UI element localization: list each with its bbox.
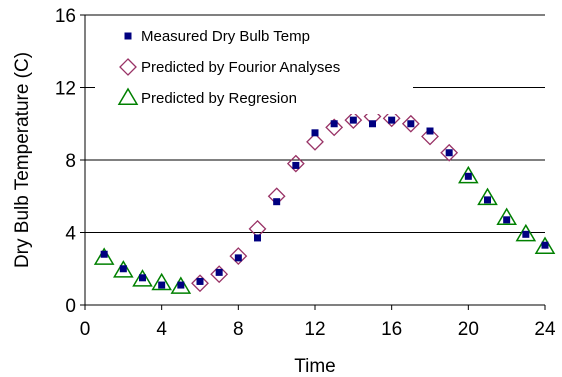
data-point (170, 276, 192, 294)
data-point (484, 196, 491, 204)
x-tick-label: 0 (80, 319, 91, 340)
legend-label: Predicted by Fourior Analyses (141, 59, 340, 76)
data-point (311, 129, 319, 137)
y-tick-label: 8 (65, 151, 76, 172)
legend-box (95, 18, 413, 114)
data-point (440, 143, 459, 162)
data-point (503, 216, 511, 224)
legend-marker (119, 58, 137, 76)
y-tick-labels: 0 4 8 12 16 (55, 6, 85, 317)
data-points (93, 107, 556, 294)
data-point (382, 109, 401, 128)
x-tick-label: 16 (381, 319, 402, 340)
x-tick-label: 8 (233, 319, 244, 340)
x-axis-title: Time (294, 356, 336, 377)
legend: Measured Dry Bulb Temp Predicted by Fouri… (95, 18, 413, 114)
data-point (93, 247, 115, 265)
data-point (515, 223, 537, 242)
data-point (196, 277, 204, 285)
data-point (254, 234, 261, 242)
legend-marker (117, 87, 139, 106)
data-point (401, 114, 420, 133)
data-point (100, 250, 108, 258)
data-point (426, 127, 434, 135)
data-point (496, 207, 517, 226)
data-point (191, 274, 209, 293)
legend-label: Predicted by Regresion (141, 90, 297, 107)
data-point (286, 154, 305, 173)
data-point (421, 127, 439, 146)
series-1-points (191, 107, 459, 293)
data-point (445, 149, 453, 157)
data-point (119, 265, 127, 273)
y-tick-label: 0 (65, 296, 76, 317)
data-point (325, 118, 344, 137)
legend-label: Measured Dry Bulb Temp (141, 28, 310, 45)
x-tick-label: 12 (304, 319, 325, 340)
y-axis-title: Dry Bulb Temperature (C) (12, 52, 33, 268)
data-point (458, 165, 479, 184)
legend-marker (124, 32, 132, 40)
data-point (330, 120, 338, 128)
data-point (464, 172, 472, 180)
data-point (139, 274, 146, 282)
data-point (132, 269, 153, 287)
data-point (177, 281, 185, 289)
data-point (273, 198, 281, 206)
data-point (158, 281, 166, 289)
data-point (306, 132, 324, 151)
data-point (369, 120, 376, 128)
data-point (234, 254, 242, 262)
data-point (229, 247, 248, 265)
x-tick-label: 20 (458, 319, 479, 340)
y-tick-label: 16 (55, 6, 76, 27)
y-tick-label: 12 (55, 79, 76, 100)
data-point (151, 272, 172, 291)
x-tick-labels: 0 4 8 12 16 20 24 (80, 305, 556, 340)
x-tick-label: 4 (156, 319, 167, 340)
data-point (113, 260, 134, 278)
data-point (344, 111, 363, 130)
data-point (210, 265, 229, 284)
series-0-points (100, 116, 549, 289)
data-point (477, 187, 498, 206)
data-point (292, 161, 300, 169)
data-point (388, 116, 396, 124)
data-point (534, 236, 556, 255)
data-point (541, 241, 549, 249)
data-point (407, 120, 415, 128)
series-2-points (93, 165, 556, 294)
y-tick-label: 4 (65, 224, 76, 245)
x-tick-label: 24 (534, 319, 556, 340)
data-point (522, 230, 530, 238)
data-point (349, 116, 357, 124)
data-point (215, 268, 223, 276)
